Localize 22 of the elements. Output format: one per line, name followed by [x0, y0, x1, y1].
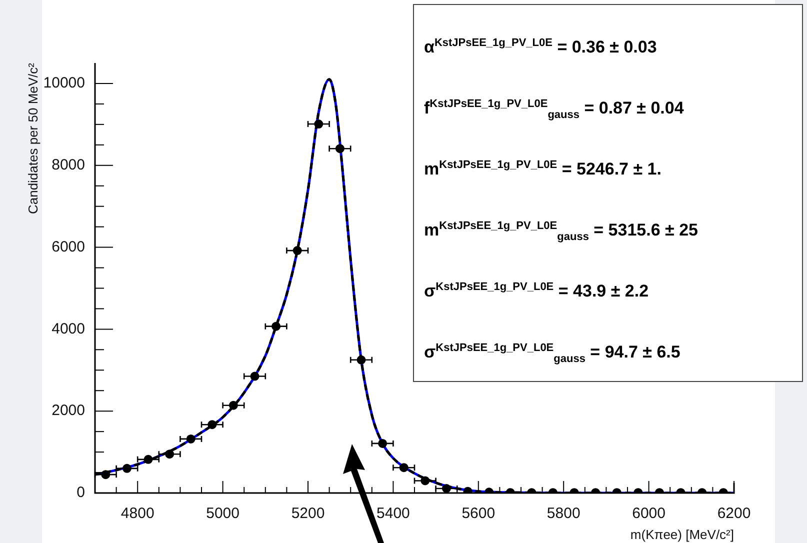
annotation: f$^{KstJPsEE_1g_PV_L0E}$$_{gauss}$ = 0.87 ± 0.04	[424, 97, 685, 124]
annotation: m$^{KstJPsEE_1g_PV_L0E}$$_{gauss}$ = 5315.6 ± 25	[424, 219, 699, 246]
annotation: σ$^{KstJPsEE_1g_PV_L0E}$ = 43.9 ± 2.2	[424, 280, 650, 303]
x-axis-title: m(Kπee) [MeV/c²]	[630, 526, 734, 542]
x-tick-label: 6000	[632, 505, 666, 522]
x-tick-label: 5600	[462, 505, 496, 522]
annotation: σ$^{KstJPsEE_1g_PV_L0E}$$_{gauss}$ = 94.7 ± 6.5	[424, 341, 682, 368]
annotation: m$^{KstJPsEE_1g_PV_L0E}$ = 5246.7 ± 1.	[424, 158, 662, 181]
x-tick-label: 5200	[291, 505, 325, 522]
y-tick-label: 10000	[43, 74, 85, 92]
y-tick-label: 8000	[52, 156, 85, 174]
x-tick-label: 4800	[120, 505, 154, 522]
y-tick-label: 4000	[52, 320, 85, 338]
y-axis-title: Candidates per 50 MeV/c²	[25, 62, 40, 214]
x-tick-label: 5400	[376, 505, 410, 522]
x-tick-label: 5000	[206, 505, 240, 522]
x-tick-label: 6200	[717, 505, 751, 522]
x-tick-label: 5800	[546, 505, 580, 522]
y-tick-label: 6000	[52, 238, 85, 256]
y-tick-label: 0	[76, 484, 85, 502]
text: α$^{KstJPsEE_1g_PV_L0E}$ = 0.36 ± 0.03	[424, 36, 658, 59]
y-tick-label: 2000	[52, 402, 85, 420]
